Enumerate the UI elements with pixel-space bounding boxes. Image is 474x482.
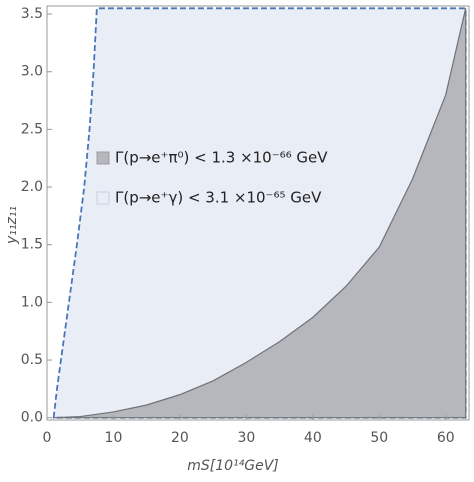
y-tick-label: 3.5 (21, 6, 43, 22)
plot-frame (46, 5, 470, 421)
y-tick-label: 2.0 (21, 179, 43, 195)
x-tick-label: 20 (171, 430, 189, 446)
y-axis-label: y₁₁z₁₁ (4, 206, 20, 245)
x-axis-label: mS[10¹⁴GeV] (187, 458, 279, 474)
y-tick-label: 0.5 (21, 352, 43, 368)
x-tick-label: 30 (237, 430, 255, 446)
legend-label: Γ(p→e⁺γ) < 3.1 ×10⁻⁶⁵ GeV (115, 189, 322, 207)
y-tick-label: 3.0 (21, 64, 43, 80)
x-tick-label: 10 (105, 430, 123, 446)
y-tick-label: 1.5 (21, 237, 43, 253)
x-tick-label: 0 (43, 430, 52, 446)
y-tick-label: 0.0 (21, 410, 43, 426)
y-tick-label: 2.5 (21, 121, 43, 137)
y-tick-label: 1.0 (21, 294, 43, 310)
legend-swatch (96, 151, 110, 165)
x-tick-label: 40 (304, 430, 322, 446)
legend-label: Γ(p→e⁺π⁰) < 1.3 ×10⁻⁶⁶ GeV (115, 149, 328, 167)
x-tick-label: 50 (370, 430, 388, 446)
x-tick-label: 60 (437, 430, 455, 446)
region (53, 8, 467, 419)
legend: Γ(p→e⁺π⁰) < 1.3 ×10⁻⁶⁶ GeV Γ(p→e⁺γ) < 3.1… (96, 149, 328, 207)
legend-swatch (96, 191, 110, 205)
